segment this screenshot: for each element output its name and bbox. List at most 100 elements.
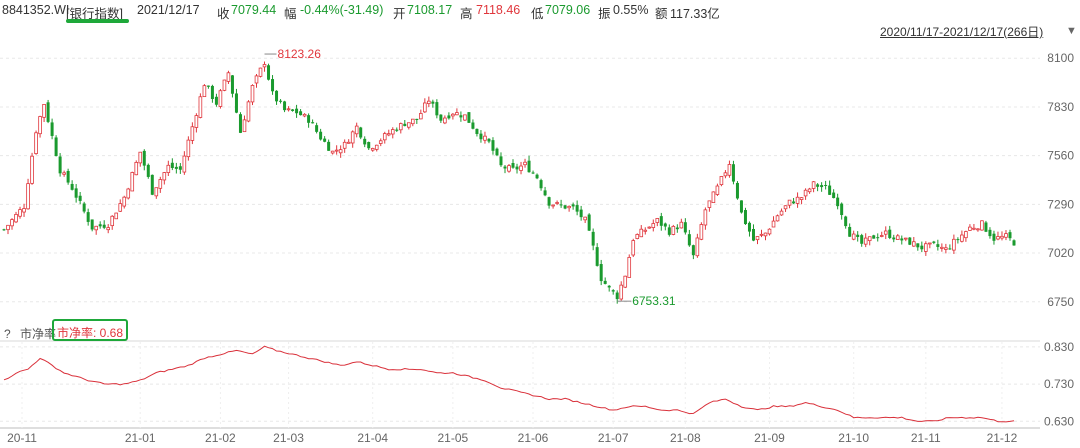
candle-body-down: [743, 210, 747, 225]
close-label: 收: [217, 7, 230, 21]
candle-body-up: [964, 231, 968, 239]
candle-body-up: [699, 224, 704, 240]
candle-body-down: [667, 227, 671, 235]
candle-body-up: [30, 155, 34, 184]
candle-body-up: [767, 228, 772, 235]
candle-body-down: [792, 201, 796, 204]
candle-body-down: [860, 235, 864, 244]
candle-body-up: [202, 85, 207, 98]
quote-header: 8841352.WI [银行指数] 2021/12/17 收 7079.44 幅…: [0, 0, 1080, 22]
candle-body-up: [671, 225, 676, 235]
x-tick: 21-02: [205, 431, 236, 445]
candle-body-up: [976, 228, 980, 231]
candle-body-down: [687, 234, 691, 246]
candle-body-up: [651, 223, 656, 228]
candle-body-down: [142, 150, 146, 166]
candle-body-down: [511, 163, 515, 168]
candle-body-down: [503, 166, 507, 169]
x-tick: 21-04: [357, 431, 388, 445]
caret-down-icon[interactable]: ▼: [1066, 25, 1077, 37]
candle-body-up: [711, 191, 716, 204]
amount-value: 117.33亿: [670, 7, 720, 21]
candle-body-down: [1008, 232, 1012, 239]
candle-body-up: [378, 140, 383, 144]
candle-body-up: [114, 212, 119, 220]
candle-body-up: [451, 113, 455, 117]
candle-body-up: [463, 114, 467, 121]
candle-body-down: [575, 205, 579, 212]
candle-body-up: [411, 118, 415, 125]
candle-body-down: [816, 184, 820, 187]
x-tick: 21-09: [754, 431, 785, 445]
candle-body-up: [723, 172, 728, 177]
candle-body-down: [327, 141, 331, 151]
high-value: 7118.46: [476, 3, 521, 17]
x-tick: 21-03: [273, 431, 304, 445]
candle-body-down: [50, 122, 54, 136]
candle-body-down: [491, 140, 495, 151]
candle-body-up: [783, 205, 788, 210]
candle-body-up: [338, 149, 343, 154]
candle-body-up: [302, 113, 307, 117]
candle-body-up: [519, 165, 523, 171]
candle-body-down: [603, 280, 607, 284]
candle-body-up: [423, 102, 427, 113]
name-highlight-underline: [66, 19, 129, 23]
candle-body-down: [267, 65, 271, 80]
candle-body-down: [531, 172, 535, 174]
candle-body-down: [206, 85, 210, 87]
candle-body-up: [912, 241, 916, 247]
x-tick-labels: 20-11 21-01 21-02 21-03 21-04 21-05 21-06 21-07…: [7, 342, 1018, 445]
candle-body-down: [295, 108, 299, 114]
candle-body-up: [795, 196, 800, 204]
help-icon[interactable]: ?: [4, 327, 11, 341]
candle-body-down: [98, 224, 102, 227]
candle-body-up: [803, 189, 808, 197]
candle-body-up: [419, 113, 423, 120]
candle-body-down: [283, 101, 287, 111]
candle-body-down: [731, 164, 735, 182]
candle-body-up: [695, 237, 700, 257]
min-price-label: 6753.31: [632, 294, 676, 308]
candle-body-up: [22, 208, 26, 213]
candle-body-up: [198, 96, 203, 118]
candle-body-down: [691, 245, 695, 256]
candle-body-up: [138, 151, 143, 164]
candle-body-up: [551, 204, 555, 207]
candle-body-down: [146, 164, 150, 177]
candle-body-up: [1000, 235, 1004, 239]
candle-body-down: [595, 247, 599, 266]
indicator-name[interactable]: 市净率: [20, 327, 57, 341]
candle-body-up: [10, 219, 14, 227]
date-range-selector[interactable]: 2020/11/17-2021/12/17(266日): [880, 25, 1044, 39]
candle-body-down: [587, 214, 591, 231]
low-label: 低: [531, 7, 544, 21]
candle-body-down: [547, 197, 551, 206]
candle-body-up: [583, 216, 587, 221]
candle-body-down: [363, 138, 367, 145]
candle-body-down: [214, 96, 218, 105]
candle-body-down: [271, 79, 275, 92]
candle-body-down: [840, 203, 844, 216]
pb-y-tick-labels: 0.830 0.730 0.630: [1044, 340, 1074, 428]
candle-body-down: [479, 133, 483, 140]
amplitude-label: 振: [598, 7, 611, 21]
candle-body-up: [960, 234, 964, 242]
candle-body-down: [275, 90, 279, 102]
candle-body-up: [727, 164, 732, 176]
candle-body-up: [374, 144, 379, 150]
candle-body-down: [86, 212, 90, 222]
candle-body-up: [567, 205, 571, 209]
candle-body-up: [639, 228, 644, 238]
candle-body-up: [771, 220, 776, 228]
candle-body-down: [876, 237, 880, 239]
candle-body-up: [619, 284, 624, 300]
candle-body-up: [342, 141, 347, 149]
candle-body-up: [655, 218, 660, 223]
candle-body-up: [643, 229, 648, 232]
candle-body-down: [844, 216, 848, 227]
candle-body-up: [242, 119, 247, 133]
candle-body-up: [483, 135, 487, 141]
candle-body-down: [170, 162, 174, 168]
